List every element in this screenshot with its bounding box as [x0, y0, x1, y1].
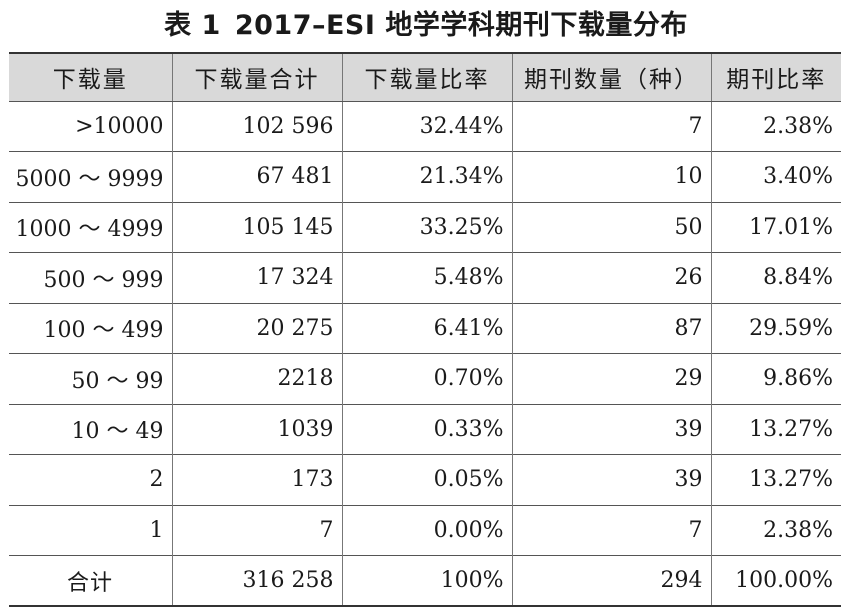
download-total-cell: 105 145 — [171, 201, 342, 253]
journal-count-cell: 50 — [511, 201, 711, 253]
table-row: 1000 ～ 4999 105 145 33.25% 50 17.01% — [9, 201, 841, 253]
table-header: 下载量 下载量合计 下载量比率 期刊数量（种） 期刊比率 — [9, 52, 841, 102]
table-row: 500 ～ 999 17 324 5.48% 26 8.84% — [9, 252, 841, 303]
download-total-cell: 316 258 — [171, 555, 342, 607]
journal-ratio-cell: 2.38% — [710, 100, 841, 152]
journal-ratio-cell: 100.00% — [710, 555, 841, 607]
download-total-cell: 17 324 — [171, 252, 342, 303]
download-distribution-table: 下载量 下载量合计 下载量比率 期刊数量（种） 期刊比率 >10000 102 5… — [9, 52, 841, 607]
table-row: >10000 102 596 32.44% 7 2.38% — [9, 100, 841, 152]
download-range-cell: 100 ～ 499 — [9, 302, 172, 354]
download-ratio-cell: 0.70% — [341, 353, 512, 404]
download-ratio-cell: 0.00% — [341, 504, 512, 556]
header-journal-count: 期刊数量（种） — [511, 52, 711, 102]
journal-ratio-cell: 17.01% — [710, 201, 841, 253]
journal-count-cell: 29 — [511, 353, 711, 404]
journal-count-cell: 26 — [511, 252, 711, 303]
header-download-total: 下载量合计 — [171, 52, 342, 102]
download-range-cell: 1 — [9, 504, 172, 556]
table-row: 2 173 0.05% 39 13.27% — [9, 454, 841, 505]
download-total-cell: 7 — [171, 504, 342, 556]
download-ratio-cell: 0.33% — [341, 403, 512, 455]
download-ratio-cell: 6.41% — [341, 302, 512, 354]
journal-ratio-cell: 29.59% — [710, 302, 841, 354]
total-row: 合计 316 258 100% 294 100.00% — [9, 555, 841, 607]
download-ratio-cell: 21.34% — [341, 151, 512, 202]
header-download-range: 下载量 — [9, 52, 172, 102]
download-range-cell: 500 ～ 999 — [9, 252, 172, 303]
download-range-cell: 1000 ～ 4999 — [9, 201, 172, 253]
header-row: 下载量 下载量合计 下载量比率 期刊数量（种） 期刊比率 — [9, 52, 841, 102]
journal-count-cell: 7 — [511, 100, 711, 152]
journal-ratio-cell: 3.40% — [710, 151, 841, 202]
download-total-cell: 2218 — [171, 353, 342, 404]
download-total-cell: 20 275 — [171, 302, 342, 354]
download-ratio-cell: 0.05% — [341, 454, 512, 505]
download-range-cell: 2 — [9, 454, 172, 505]
journal-count-cell: 39 — [511, 454, 711, 505]
table-row: 100 ～ 499 20 275 6.41% 87 29.59% — [9, 302, 841, 354]
download-total-cell: 173 — [171, 454, 342, 505]
download-range-cell: 合计 — [9, 555, 172, 607]
table-row: 50 ～ 99 2218 0.70% 29 9.86% — [9, 353, 841, 404]
download-range-cell: >10000 — [9, 100, 172, 152]
table-title: 2017–ESI 地学学科期刊下载量分布 — [234, 10, 688, 41]
download-range-cell: 50 ～ 99 — [9, 353, 172, 404]
table-caption: 表 1 2017–ESI 地学学科期刊下载量分布 — [0, 6, 852, 46]
journal-count-cell: 7 — [511, 504, 711, 556]
table-number: 表 1 — [164, 10, 221, 41]
download-ratio-cell: 5.48% — [341, 252, 512, 303]
download-ratio-cell: 33.25% — [341, 201, 512, 253]
journal-ratio-cell: 2.38% — [710, 504, 841, 556]
download-total-cell: 67 481 — [171, 151, 342, 202]
journal-ratio-cell: 13.27% — [710, 403, 841, 455]
download-range-cell: 10 ～ 49 — [9, 403, 172, 455]
download-total-cell: 1039 — [171, 403, 342, 455]
download-total-cell: 102 596 — [171, 100, 342, 152]
journal-count-cell: 294 — [511, 555, 711, 607]
table-row: 5000 ～ 9999 67 481 21.34% 10 3.40% — [9, 151, 841, 202]
journal-ratio-cell: 13.27% — [710, 454, 841, 505]
table-row: 1 7 0.00% 7 2.38% — [9, 504, 841, 556]
download-ratio-cell: 100% — [341, 555, 512, 607]
download-ratio-cell: 32.44% — [341, 100, 512, 152]
journal-count-cell: 87 — [511, 302, 711, 354]
journal-count-cell: 10 — [511, 151, 711, 202]
header-download-ratio: 下载量比率 — [341, 52, 512, 102]
journal-ratio-cell: 9.86% — [710, 353, 841, 404]
table-body: >10000 102 596 32.44% 7 2.38% 5000 ～ 9999 67 4… — [9, 100, 841, 607]
table-row: 10 ～ 49 1039 0.33% 39 13.27% — [9, 403, 841, 455]
journal-count-cell: 39 — [511, 403, 711, 455]
download-range-cell: 5000 ～ 9999 — [9, 151, 172, 202]
journal-ratio-cell: 8.84% — [710, 252, 841, 303]
header-journal-ratio: 期刊比率 — [710, 52, 841, 102]
